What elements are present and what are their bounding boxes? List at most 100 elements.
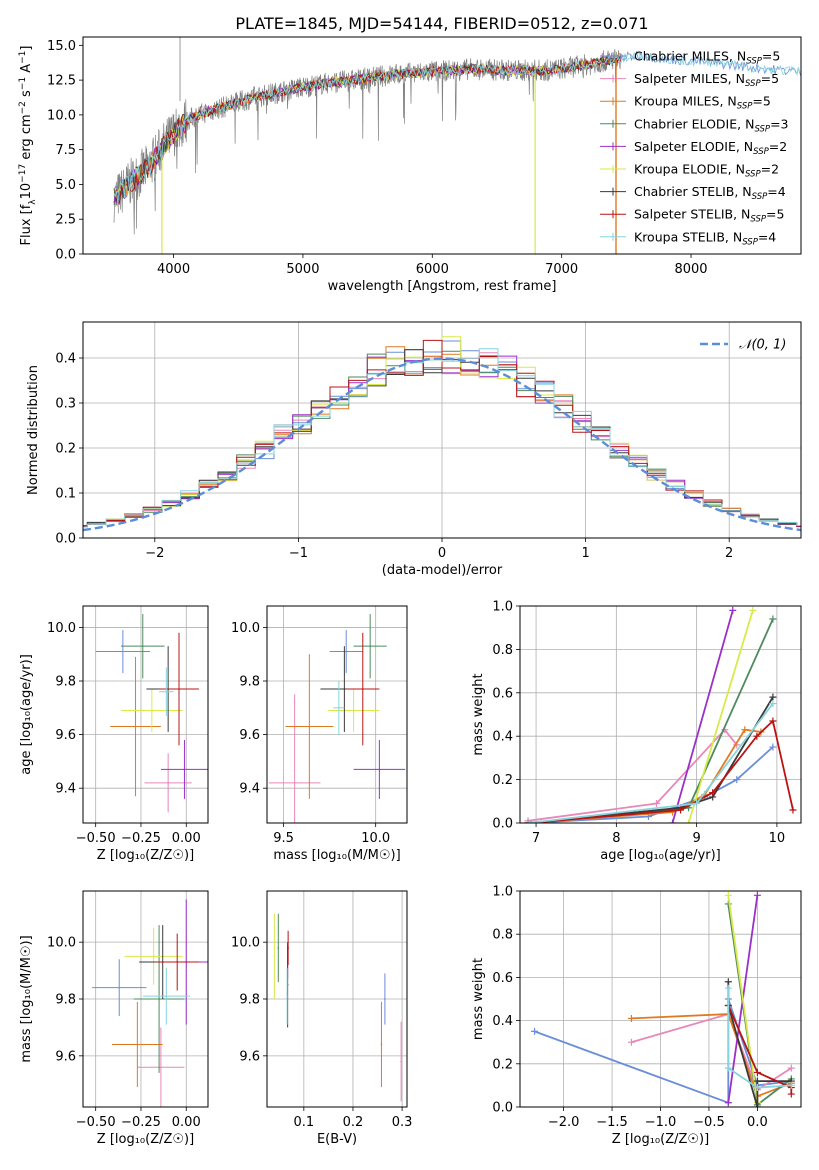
- plus-marker: [669, 819, 677, 823]
- y-tick-label: 10.0: [231, 621, 260, 636]
- x-tick-label: 0.0: [747, 1115, 768, 1130]
- y-tick-label: 10.0: [47, 936, 76, 951]
- y-tick-label: 9.6: [55, 1049, 76, 1064]
- figure-panels: 4000 5000 6000 7000 80000.02.55.07.510.012.5…: [18, 36, 802, 1147]
- residual-histogram: [83, 340, 801, 527]
- plus-marker: [724, 1064, 732, 1072]
- plus-marker: [677, 806, 685, 814]
- data-point: [338, 707, 340, 709]
- y-axis-label: age [log₁₀(age/yr)]: [19, 654, 34, 775]
- y-tick-label: 9.6: [55, 728, 76, 743]
- x-tick-label: −0.25: [121, 1115, 161, 1130]
- x-tick-label: 8: [612, 831, 620, 846]
- data-point: [167, 782, 169, 784]
- legend-label: Chabrier STELIB, NSSP=4: [634, 184, 786, 202]
- y-tick-label: 0.4: [492, 730, 513, 745]
- data-point: [287, 947, 289, 949]
- data-point: [369, 645, 371, 647]
- plus-marker: [524, 819, 532, 823]
- model-spectrum: [113, 51, 801, 204]
- x-tick-label: 0.3: [392, 1115, 413, 1130]
- chart-spectrum: 4000 5000 6000 7000 8000 0.0 2.5 5.0 7.5 10.0 12.5…: [18, 36, 802, 294]
- x-tick-label: 10: [769, 831, 786, 846]
- plus-marker: [724, 1099, 732, 1107]
- residual-histogram: [83, 350, 801, 527]
- x-tick-label: 4000: [157, 262, 190, 277]
- y-tick-label: 0.0: [492, 817, 513, 832]
- x-tick-label: −1.0: [645, 1115, 677, 1130]
- legend-label: Kroupa ELODIE, NSSP=2: [634, 162, 779, 180]
- y-tick-label: 5.0: [55, 178, 76, 193]
- x-axis-label: Z [log₁₀(Z/Z☉)]: [97, 1132, 194, 1147]
- model-spectrum: [113, 53, 622, 205]
- plus-marker: [693, 799, 701, 807]
- data-point: [277, 947, 280, 949]
- x-tick-label: −0.50: [76, 831, 116, 846]
- plus-marker: [753, 732, 761, 740]
- x-tick-label: 7000: [545, 262, 578, 277]
- residual-histogram: [83, 349, 801, 528]
- x-tick-label: 5000: [286, 262, 319, 277]
- data-point: [122, 650, 124, 653]
- y-tick-label: 1.0: [492, 885, 513, 900]
- y-tick-label: 0.0: [55, 248, 76, 263]
- data-point: [273, 955, 276, 958]
- chart-age-vs-z: −0.50 −0.25 0.00 9.4 9.6 9.8 10.0 Z [log₁₀(Z/Z☉…: [19, 605, 209, 863]
- normal-curve: [83, 357, 801, 532]
- x-axis-label: wavelength [Angstrom, rest frame]: [328, 279, 557, 294]
- data-point: [141, 645, 144, 647]
- data-point: [361, 688, 364, 690]
- x-tick-label: −2: [145, 546, 164, 561]
- data-point: [152, 955, 155, 958]
- x-tick-label: 8000: [674, 262, 707, 277]
- plus-marker: [685, 819, 693, 823]
- data-point: [158, 998, 160, 1000]
- data-point: [151, 709, 153, 712]
- y-tick-label: 0.8: [492, 928, 513, 943]
- data-point: [176, 961, 179, 963]
- x-axis-label: Z [log₁₀(Z/Z☉)]: [97, 848, 194, 863]
- data-point: [293, 782, 296, 784]
- chart-mass-weight-vs-z: −2.0 −1.5 −1.0 −0.5 0.0 0.0 0.2 0.4 0.6 0.8 1.0 Z […: [471, 885, 802, 1147]
- x-tick-label: 0.00: [172, 831, 201, 846]
- legend-label: Chabrier ELODIE, NSSP=3: [634, 116, 789, 134]
- y-tick-label: 0.4: [55, 352, 76, 367]
- x-tick-label: −1: [289, 546, 308, 561]
- plus-marker: [627, 1014, 635, 1022]
- y-tick-label: 0.3: [55, 397, 76, 412]
- data-point: [378, 768, 381, 771]
- data-point: [380, 1043, 383, 1046]
- model-spectrum: [113, 54, 622, 203]
- plus-marker: [749, 606, 757, 614]
- y-tick-label: 1.0: [492, 600, 513, 615]
- plus-marker: [729, 606, 737, 614]
- data-point: [134, 725, 137, 728]
- y-tick-label: 10.0: [47, 621, 76, 636]
- legend-label: Kroupa MILES, NSSP=5: [634, 94, 771, 112]
- plus-marker: [753, 1077, 761, 1085]
- data-point: [286, 995, 288, 997]
- y-axis-label: mass weight: [471, 958, 486, 1040]
- y-tick-label: 7.5: [55, 143, 76, 158]
- y-axis-label: Flux [fλ10−17 erg cm−2 s−1 A−1]: [18, 46, 38, 246]
- x-tick-label: −1.5: [596, 1115, 628, 1130]
- y-tick-label: 0.1: [55, 487, 76, 502]
- x-tick-label: 0.00: [172, 1115, 201, 1130]
- x-tick-label: 9.5: [273, 831, 294, 846]
- chart-age-vs-mass: 9.5 10.0 9.4 9.6 9.8 10.0 mass [log₁₀(M/M☉)]: [231, 605, 408, 863]
- plus-marker: [724, 891, 732, 899]
- x-tick-label: 9: [692, 831, 700, 846]
- residual-histogram: [83, 346, 801, 527]
- data-point: [345, 650, 348, 653]
- residual-histogram: [83, 336, 801, 527]
- axes-frame: [266, 890, 408, 1108]
- data-point: [308, 725, 311, 728]
- y-tick-label: 9.4: [55, 782, 76, 797]
- y-tick-label: 0.2: [492, 773, 513, 788]
- data-point: [343, 688, 346, 690]
- axes-frame: [519, 890, 802, 1108]
- x-tick-label: 7: [532, 831, 540, 846]
- plus-marker: [789, 806, 797, 814]
- legend-label: Salpeter STELIB, NSSP=5: [634, 207, 784, 225]
